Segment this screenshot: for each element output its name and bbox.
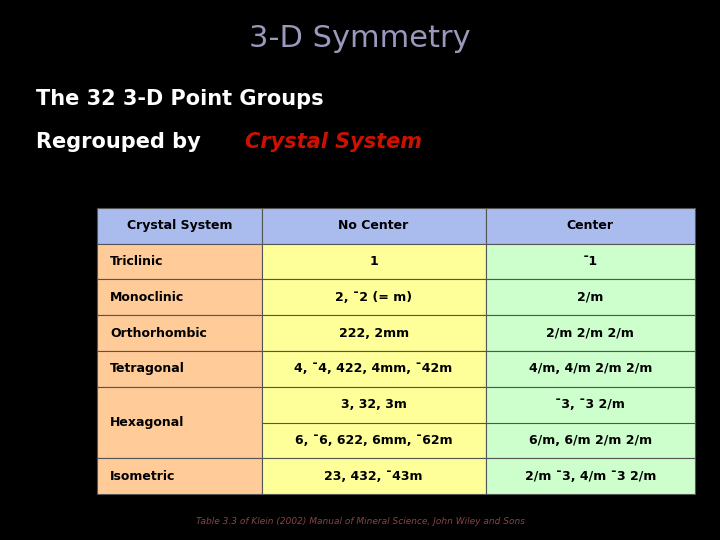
Text: Crystal System: Crystal System	[127, 219, 232, 232]
Bar	[97, 351, 261, 387]
Text: Triclinic: Triclinic	[110, 255, 164, 268]
Text: 1: 1	[369, 255, 378, 268]
Text: 6, ¯6, 622, 6mm, ¯62m: 6, ¯6, 622, 6mm, ¯62m	[294, 434, 452, 447]
Text: 6/m, 6/m 2/m 2/m: 6/m, 6/m 2/m 2/m	[528, 434, 652, 447]
Text: 2/m: 2/m	[577, 291, 603, 304]
Bar	[485, 315, 695, 351]
Text: 4, ¯4, 422, 4mm, ¯42m: 4, ¯4, 422, 4mm, ¯42m	[294, 362, 453, 375]
Text: 3-D Symmetry: 3-D Symmetry	[249, 24, 471, 53]
Bar	[97, 280, 261, 315]
Text: Center: Center	[567, 219, 613, 232]
Text: ¯1: ¯1	[582, 255, 598, 268]
Text: Monoclinic: Monoclinic	[110, 291, 184, 304]
Bar	[97, 458, 261, 494]
Text: 2/m ¯3, 4/m ¯3 2/m: 2/m ¯3, 4/m ¯3 2/m	[525, 470, 656, 483]
Text: 222, 2mm: 222, 2mm	[338, 327, 409, 340]
Text: 23, 432, ¯43m: 23, 432, ¯43m	[324, 470, 423, 483]
Text: Orthorhombic: Orthorhombic	[110, 327, 207, 340]
Text: No Center: No Center	[338, 219, 409, 232]
Bar	[261, 280, 485, 315]
Text: Isometric: Isometric	[110, 470, 176, 483]
Bar	[97, 208, 261, 244]
Text: ¯3, ¯3 2/m: ¯3, ¯3 2/m	[555, 398, 625, 411]
Text: Hexagonal: Hexagonal	[110, 416, 185, 429]
Bar	[261, 351, 485, 387]
Text: 2/m 2/m 2/m: 2/m 2/m 2/m	[546, 327, 634, 340]
Bar	[97, 315, 261, 351]
Text: Regrouped by: Regrouped by	[36, 132, 208, 152]
Text: The 32 3-D Point Groups: The 32 3-D Point Groups	[36, 89, 323, 109]
Bar	[261, 208, 485, 244]
Bar	[261, 458, 485, 494]
Text: 3, 32, 3m: 3, 32, 3m	[341, 398, 407, 411]
Bar	[261, 315, 485, 351]
Bar	[261, 244, 485, 280]
Text: Crystal System: Crystal System	[245, 132, 422, 152]
Bar	[485, 244, 695, 280]
Text: Table 3.3 of Klein (2002) Manual of Mineral Science, John Wiley and Sons: Table 3.3 of Klein (2002) Manual of Mine…	[196, 517, 524, 526]
Text: Tetragonal: Tetragonal	[110, 362, 185, 375]
Bar	[485, 458, 695, 494]
Text: 2, ¯2 (= m): 2, ¯2 (= m)	[335, 291, 412, 304]
Bar	[485, 208, 695, 244]
Bar	[485, 280, 695, 315]
Bar	[97, 244, 261, 280]
Text: 4/m, 4/m 2/m 2/m: 4/m, 4/m 2/m 2/m	[528, 362, 652, 375]
Bar	[485, 351, 695, 387]
